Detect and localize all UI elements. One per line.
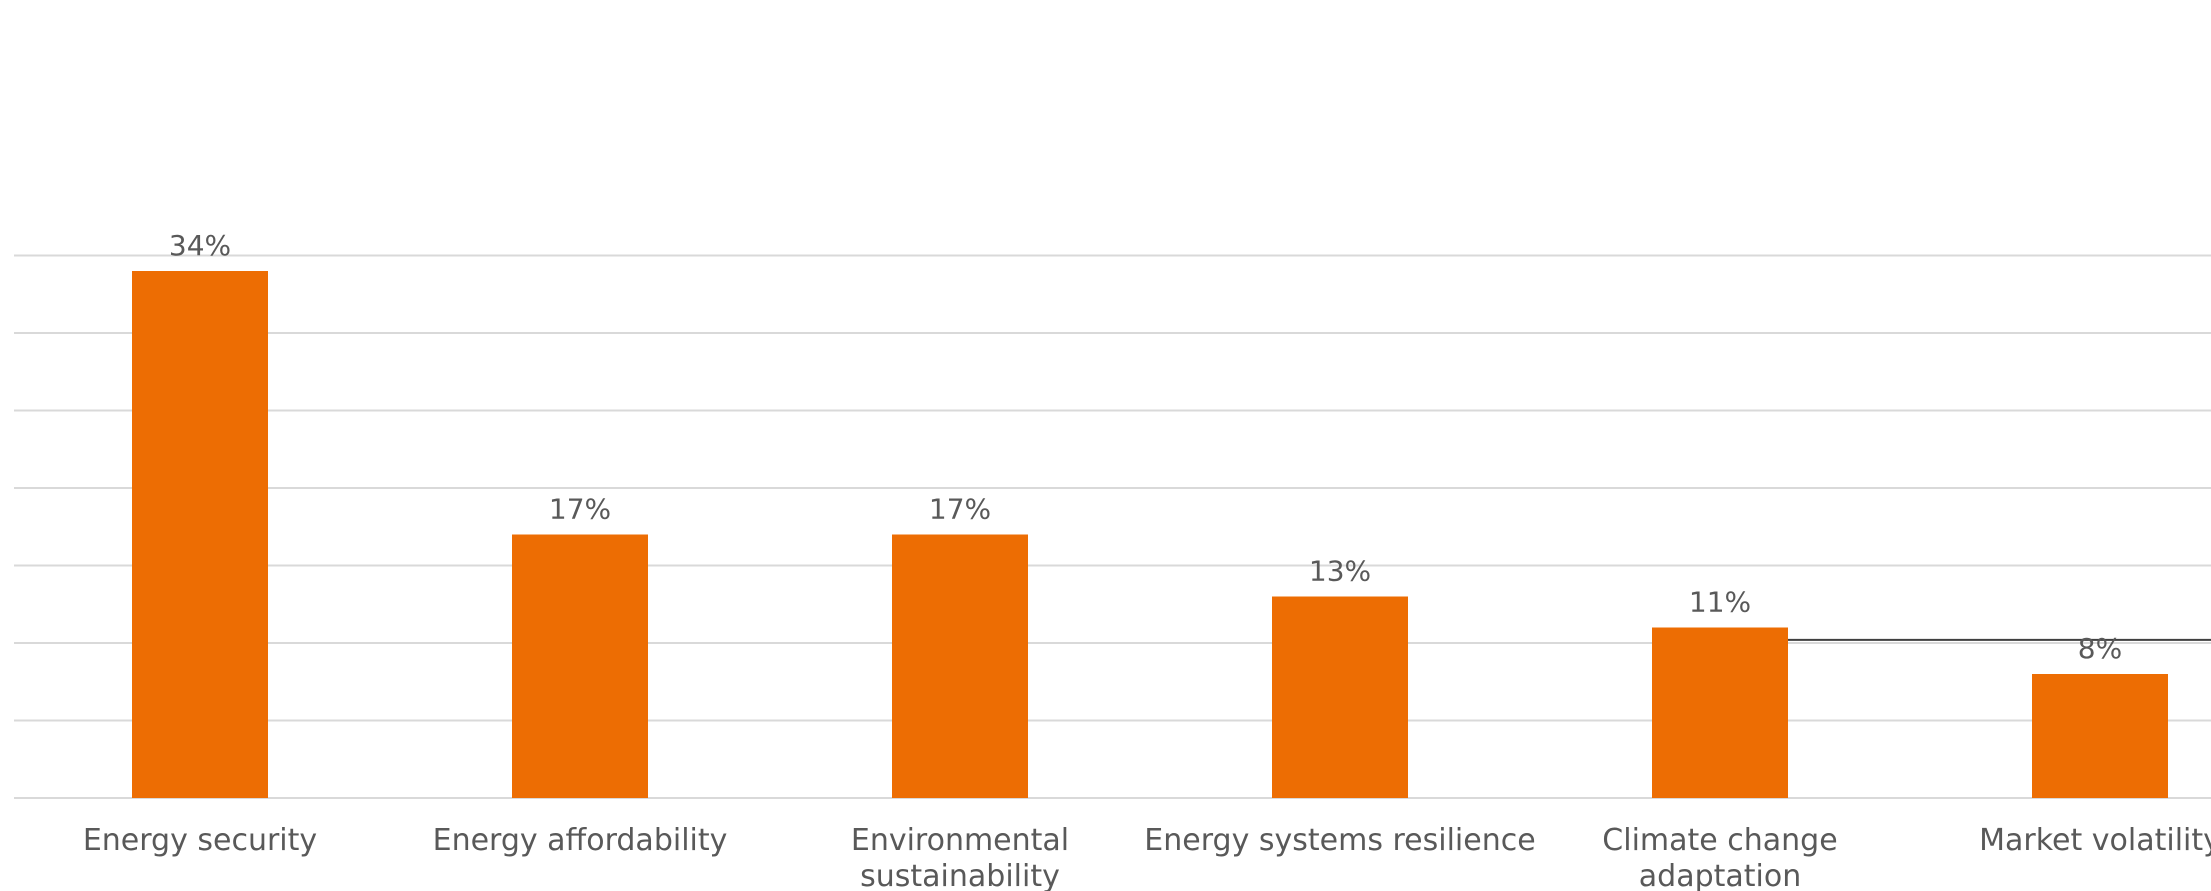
category-label-line: adaptation [1639, 859, 1801, 891]
data-label: 11% [1689, 586, 1751, 619]
category-label: Energy affordability [433, 823, 728, 858]
bar [2032, 674, 2168, 798]
bar [1652, 627, 1788, 798]
data-label: 13% [1309, 555, 1371, 588]
category-label-line: Energy systems resilience [1144, 823, 1535, 858]
category-label-line: Climate change [1602, 823, 1837, 858]
category-label: Environmental sustainability [851, 823, 1069, 891]
category-labels: Energy security Energy affordability Envir… [83, 823, 2211, 891]
category-label: Market volatility [1979, 823, 2211, 858]
category-label: Energy systems resilience [1144, 823, 1535, 858]
bar [892, 534, 1028, 798]
bars [132, 271, 2168, 798]
bar [512, 534, 648, 798]
bar [132, 271, 268, 798]
category-label-line: Energy affordability [433, 823, 728, 858]
bar [1272, 596, 1408, 798]
category-label-line: sustainability [860, 859, 1060, 891]
data-label: 17% [929, 493, 991, 526]
category-label-line: Market volatility [1979, 823, 2211, 858]
category-label: Energy security [83, 823, 317, 858]
data-label: 34% [169, 229, 231, 262]
gridlines [14, 254, 2211, 799]
data-label: 8% [2078, 632, 2122, 665]
category-label-line: Energy security [83, 823, 317, 858]
category-label: Climate change adaptation [1602, 823, 1837, 891]
data-labels: 34% 17% 17% 13% 11% 8% [169, 229, 2122, 665]
data-label: 17% [549, 493, 611, 526]
category-label-line: Environmental [851, 823, 1069, 858]
